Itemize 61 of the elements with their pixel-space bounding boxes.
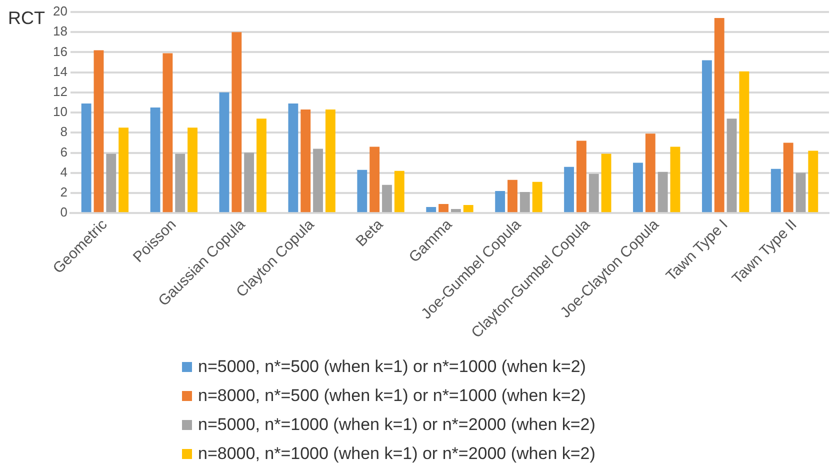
- bar: [370, 146, 380, 212]
- bar: [564, 166, 574, 212]
- bar: [118, 128, 129, 212]
- y-tick-label: 16: [52, 44, 68, 59]
- bar: [670, 146, 680, 212]
- bar: [244, 152, 254, 212]
- bar: [714, 18, 724, 212]
- y-tick-label: 8: [60, 124, 68, 140]
- bar: [658, 172, 668, 212]
- bar: [726, 118, 737, 212]
- bar: [601, 154, 612, 212]
- legend-label: n=5000, n*=500 (when k=1) or n*=1000 (when k=2): [198, 356, 586, 376]
- bar: [357, 170, 368, 212]
- y-tick-label: 14: [52, 64, 68, 79]
- bar: [150, 108, 160, 212]
- bar: [162, 53, 173, 212]
- bar: [394, 170, 404, 212]
- y-tick-label: 12: [52, 84, 68, 100]
- bar: [702, 60, 712, 212]
- bar: [796, 172, 806, 212]
- bar: [739, 71, 750, 212]
- bar: [288, 103, 298, 212]
- bar: [325, 110, 336, 212]
- bar: [588, 174, 599, 212]
- y-tick-label: 6: [60, 144, 68, 160]
- y-tick-label: 10: [52, 104, 68, 120]
- bar: [219, 92, 230, 212]
- y-tick-label: 2: [60, 184, 68, 200]
- bar: [256, 118, 266, 212]
- legend-label: n=5000, n*=1000 (when k=1) or n*=2000 (when k=2): [198, 414, 596, 434]
- bar: [382, 184, 392, 212]
- bar: [300, 110, 311, 212]
- bar: [520, 192, 530, 212]
- x-tick-label: Beta: [352, 216, 387, 250]
- bar: [438, 204, 448, 212]
- bar: [81, 103, 92, 212]
- bar: [106, 154, 116, 212]
- bar: [313, 148, 323, 212]
- bar: [532, 182, 542, 212]
- y-tick-label: 20: [52, 4, 68, 19]
- bar: [508, 180, 518, 212]
- bar: [576, 140, 586, 212]
- bar: [188, 128, 198, 212]
- legend-label: n=8000, n*=1000 (when k=1) or n*=2000 (when k=2): [198, 444, 596, 463]
- y-axis-title: RCT: [8, 8, 45, 29]
- bar: [645, 134, 656, 212]
- bar: [808, 150, 818, 212]
- bar: [232, 32, 242, 212]
- bar: [463, 205, 474, 212]
- bar: [770, 168, 781, 212]
- y-tick-label: 18: [52, 24, 68, 39]
- y-tick-label: 0: [60, 204, 68, 220]
- bar: [426, 207, 436, 212]
- bar: [783, 142, 794, 212]
- bar: [450, 209, 461, 212]
- legend-label: n=8000, n*=500 (when k=1) or n*=1000 (when k=2): [198, 386, 586, 406]
- bar: [495, 190, 506, 212]
- bar: [633, 162, 643, 212]
- bar: [175, 154, 186, 212]
- y-tick-label: 4: [60, 164, 68, 180]
- bar: [94, 50, 104, 212]
